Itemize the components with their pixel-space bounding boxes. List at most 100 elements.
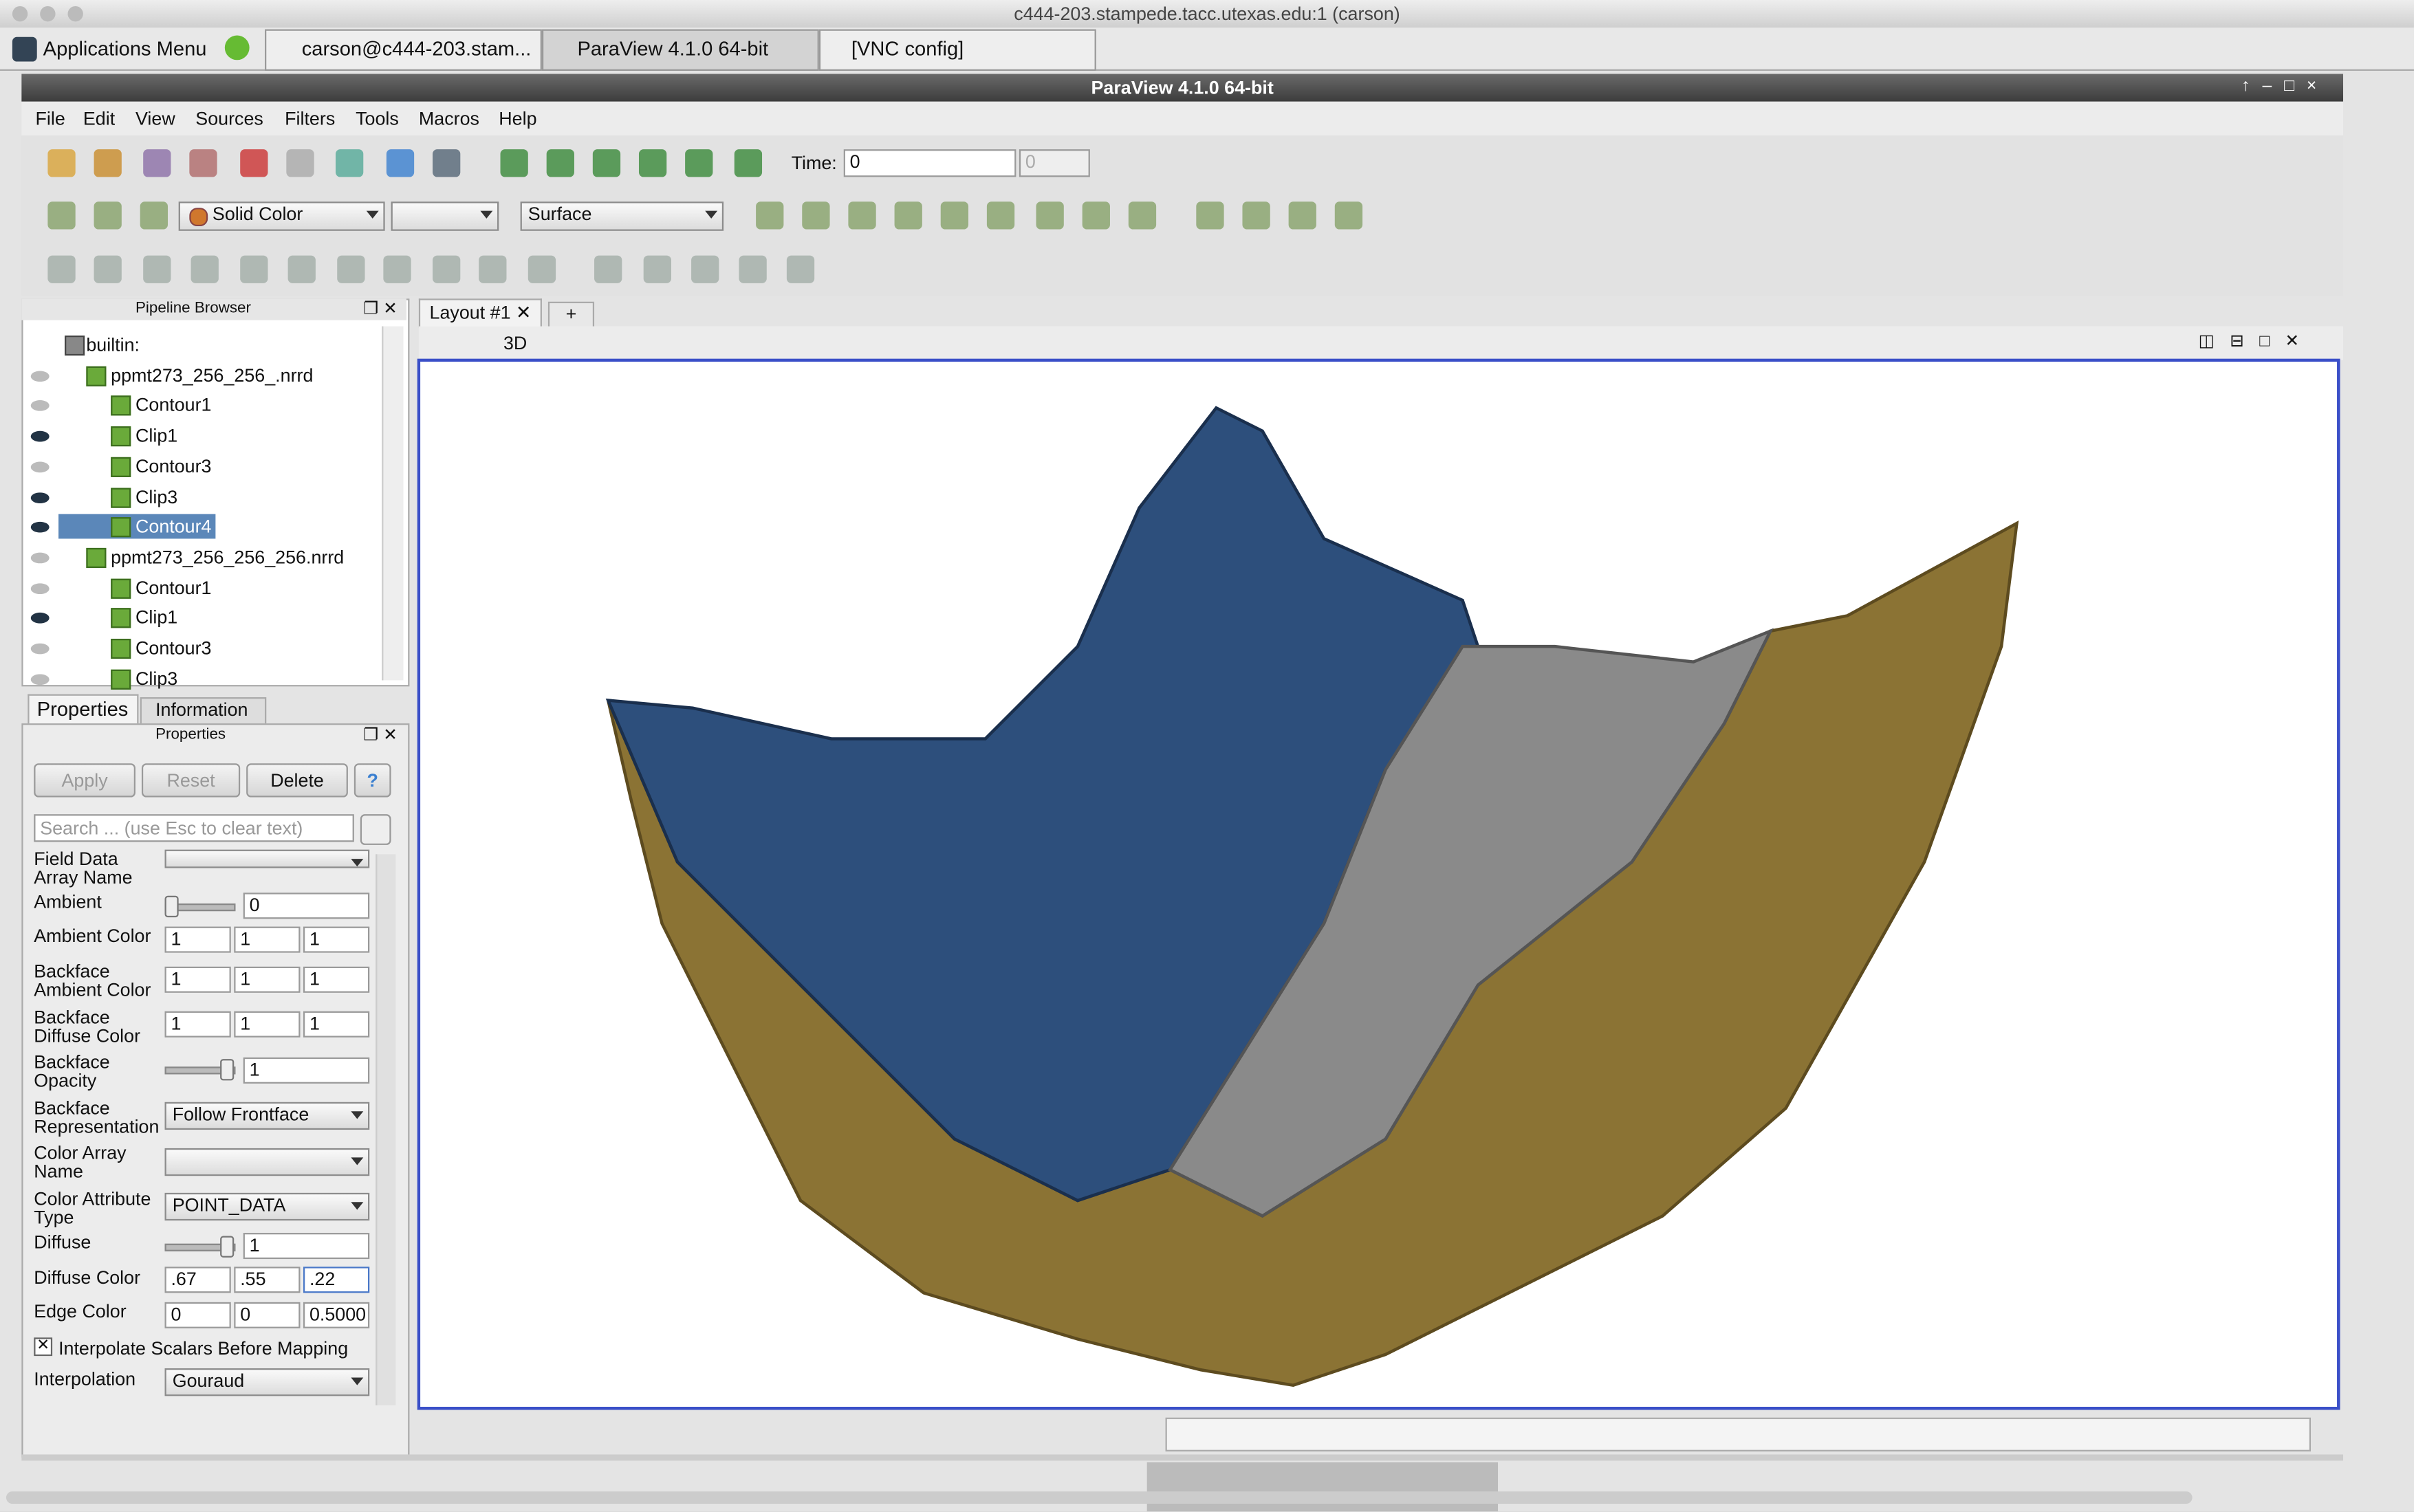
toolbar-icon[interactable]	[546, 149, 574, 177]
reset-button[interactable]: Reset	[141, 763, 241, 798]
window-button[interactable]	[40, 6, 56, 22]
toolbar-icon[interactable]	[191, 255, 219, 283]
task-button[interactable]	[541, 29, 819, 71]
toolbar-icon[interactable]	[240, 149, 268, 177]
pipeline-item[interactable]: Contour1	[135, 394, 212, 417]
toolbar-icon[interactable]	[47, 149, 76, 177]
close-tab[interactable]: ✕	[515, 301, 532, 324]
toolbar-icon[interactable]	[143, 255, 171, 283]
property-field[interactable]: 1	[164, 926, 231, 953]
property-field[interactable]: 1	[303, 966, 370, 993]
toolbar-icon[interactable]	[433, 149, 461, 177]
render-view[interactable]	[417, 358, 2342, 1412]
visibility-eye[interactable]	[30, 492, 50, 503]
toolbar-icon[interactable]	[894, 201, 922, 230]
launcher-icon[interactable]	[224, 35, 250, 61]
property-field[interactable]: 1	[303, 926, 370, 953]
dock-controls[interactable]: ❐ ✕	[363, 726, 398, 745]
property-combo[interactable]	[164, 1148, 370, 1176]
pipeline-item[interactable]: ppmt273_256_256_256.nrrd	[111, 546, 345, 568]
toolbar-icon[interactable]	[786, 255, 815, 283]
toolbar-icon[interactable]	[47, 201, 76, 230]
menu-item[interactable]: File	[35, 107, 65, 130]
visibility-eye[interactable]	[30, 461, 50, 472]
task-label[interactable]: [VNC config]	[851, 36, 964, 61]
pipeline-item[interactable]: Clip1	[135, 425, 178, 447]
toolbar-icon[interactable]	[638, 149, 667, 177]
toolbar-icon[interactable]	[594, 255, 622, 283]
toolbar-icon[interactable]	[848, 201, 876, 230]
toolbar-icon[interactable]	[643, 255, 671, 283]
menu-item[interactable]: View	[135, 107, 175, 130]
toolbar-icon[interactable]	[94, 201, 122, 230]
pipeline-item[interactable]: Contour3	[135, 637, 212, 659]
slider-knob[interactable]	[220, 1236, 235, 1258]
dock-controls[interactable]: ❐ ✕	[363, 300, 398, 319]
help-button[interactable]: ?	[354, 763, 391, 798]
task-button[interactable]	[265, 29, 542, 71]
component-combo[interactable]	[391, 201, 499, 231]
property-combo[interactable]: POINT_DATA	[164, 1192, 370, 1221]
checkbox[interactable]: ✕	[34, 1337, 53, 1357]
view-controls[interactable]: ◫⊟□✕	[2198, 332, 2315, 351]
toolbar-icon[interactable]	[500, 149, 528, 177]
pipeline-item[interactable]: Clip1	[135, 606, 178, 628]
view-mode[interactable]: 3D	[503, 332, 528, 354]
settings-button[interactable]	[360, 814, 391, 845]
toolbar-icon[interactable]	[940, 201, 969, 230]
representation[interactable]: Surface	[520, 201, 724, 231]
toolbar-icon[interactable]	[802, 201, 830, 230]
visibility-eye[interactable]	[30, 643, 50, 655]
toolbar-icon[interactable]	[287, 255, 316, 283]
window-button[interactable]	[67, 6, 83, 22]
toolbar-icon[interactable]	[479, 255, 507, 283]
add-tab[interactable]: +	[547, 301, 595, 330]
scrollbar[interactable]	[382, 326, 404, 681]
tab[interactable]	[140, 697, 267, 727]
time-field[interactable]: 0	[843, 149, 1016, 177]
property-field[interactable]: 1	[234, 966, 301, 993]
slider-knob[interactable]	[164, 895, 179, 918]
pipeline-item[interactable]: Clip3	[135, 667, 178, 690]
toolbar-icon[interactable]	[528, 255, 556, 283]
property-field[interactable]: 0	[164, 1302, 231, 1328]
toolbar-icon[interactable]	[1036, 201, 1064, 230]
toolbar-icon[interactable]	[240, 255, 268, 283]
toolbar-icon[interactable]	[1196, 201, 1224, 230]
tab[interactable]	[28, 694, 139, 725]
tab-label[interactable]: Information	[155, 699, 248, 721]
toolbar-icon[interactable]	[756, 201, 784, 230]
property-field[interactable]: 0	[243, 892, 370, 919]
pipeline-item[interactable]: Clip3	[135, 485, 178, 507]
toolbar-icon[interactable]	[739, 255, 767, 283]
property-combo[interactable]	[164, 849, 370, 868]
property-field[interactable]: 1	[234, 926, 301, 953]
task-label[interactable]: carson@c444-203.stam...	[301, 36, 532, 61]
property-combo[interactable]: Gouraud	[164, 1368, 370, 1396]
visibility-eye[interactable]	[30, 673, 50, 685]
apply-button[interactable]: Apply	[34, 763, 135, 798]
scrollbar[interactable]	[6, 1491, 2193, 1504]
menu-item[interactable]: Sources	[195, 107, 263, 130]
property-field[interactable]: 0.5000	[303, 1302, 370, 1328]
pipeline-item[interactable]: Contour4	[135, 516, 212, 538]
visibility-eye[interactable]	[30, 400, 50, 412]
layout-tab[interactable]	[418, 298, 542, 328]
toolbar-icon[interactable]	[386, 149, 415, 177]
toolbar-icon[interactable]	[140, 201, 168, 230]
layout-tab-label[interactable]: Layout #1	[429, 301, 511, 324]
toolbar-icon[interactable]	[986, 201, 1015, 230]
pipeline-item[interactable]: builtin:	[86, 333, 140, 356]
toolbar-icon[interactable]	[337, 255, 365, 283]
toolbar-icon[interactable]	[383, 255, 411, 283]
toolbar-icon[interactable]	[1082, 201, 1110, 230]
toolbar-icon[interactable]	[1242, 201, 1270, 230]
property-field[interactable]: 1	[234, 1011, 301, 1038]
property-field[interactable]: 0	[234, 1302, 301, 1328]
toolbar-icon[interactable]	[1128, 201, 1157, 230]
toolbar-icon[interactable]	[286, 149, 314, 177]
window-button[interactable]	[12, 6, 28, 22]
applications-menu[interactable]: Applications Menu	[43, 36, 207, 61]
toolbar-icon[interactable]	[47, 255, 76, 283]
pipeline-item[interactable]: Contour1	[135, 576, 212, 598]
